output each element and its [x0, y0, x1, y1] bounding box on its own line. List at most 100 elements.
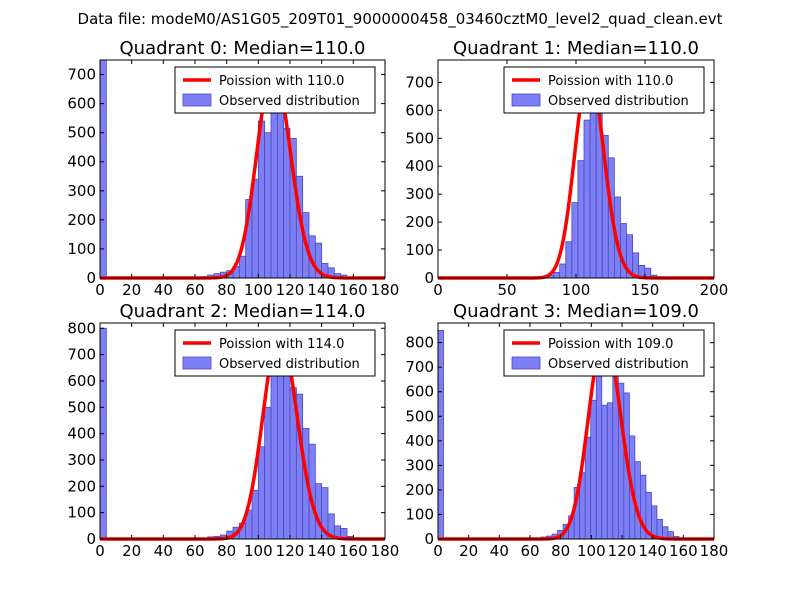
y-tick-label: 700 [67, 346, 96, 364]
x-tick-label: 200 [700, 281, 729, 299]
x-tick-label: 140 [307, 281, 336, 299]
x-tick-label: 120 [608, 542, 637, 560]
histogram-bar [264, 132, 272, 279]
y-tick-label: 400 [405, 432, 434, 450]
legend-label-poisson: Poission with 110.0 [219, 74, 344, 89]
figure-suptitle: Data file: modeM0/AS1G05_209T01_90000004… [78, 10, 723, 29]
x-tick-label: 180 [371, 542, 400, 560]
legend-label-poisson: Poission with 110.0 [548, 74, 673, 89]
x-tick-label: 150 [631, 281, 660, 299]
legend-label-observed: Observed distribution [548, 94, 689, 109]
y-tick-label: 500 [405, 129, 434, 147]
x-tick-label: 0 [433, 542, 443, 560]
histogram-bar [577, 160, 585, 279]
y-tick-label: 600 [67, 372, 96, 390]
histogram-bar [553, 272, 561, 279]
histogram-bar-zero [437, 329, 444, 540]
subplot-quadrant-0: 0 20 40 60 80 100 120 140 160 1800100200300400500… [67, 38, 399, 299]
y-tick-label: 700 [405, 358, 434, 376]
axes-frame [99, 59, 386, 279]
x-tick-label: 120 [276, 281, 305, 299]
histogram-bar [270, 359, 278, 540]
x-tick-label: 20 [122, 542, 141, 560]
x-tick-label: 60 [185, 281, 204, 299]
y-tick-label: 100 [67, 504, 96, 522]
histogram-bar [606, 402, 614, 540]
subplot-quadrant-2: 0 20 40 60 80 100 120 140 160 1800100200300400500… [67, 301, 399, 560]
histogram-bar [276, 111, 285, 279]
legend-bar-swatch [511, 93, 541, 107]
histogram-bar [584, 436, 592, 540]
x-tick-label: 160 [669, 542, 698, 560]
legend-bar-swatch [182, 356, 212, 370]
legend-label-poisson: Poission with 109.0 [548, 337, 673, 352]
y-tick-label: 600 [405, 101, 434, 119]
axes-frame [437, 322, 715, 540]
histogram-bar [283, 370, 291, 540]
legend-bar-swatch [182, 93, 212, 107]
x-tick-label: 0 [433, 281, 443, 299]
y-tick-label: 300 [405, 185, 434, 203]
x-tick-label: 160 [339, 542, 368, 560]
x-tick-label: 60 [185, 542, 204, 560]
y-tick-label: 200 [405, 481, 434, 499]
y-tick-label: 400 [67, 425, 96, 443]
x-tick-label: 180 [700, 542, 729, 560]
y-tick-label: 200 [405, 213, 434, 231]
y-tick-label: 500 [67, 398, 96, 416]
y-tick-label: 0 [424, 269, 434, 287]
x-tick-label: 0 [95, 542, 105, 560]
subplots-container: 0 20 40 60 80 100 120 140 160 1800100200300400500… [67, 38, 728, 560]
x-tick-label: 100 [244, 542, 273, 560]
y-tick-label: 100 [405, 505, 434, 523]
x-tick-label: 50 [497, 281, 516, 299]
histogram-bar [571, 202, 579, 279]
y-tick-label: 700 [67, 66, 96, 84]
legend-label-poisson: Poission with 114.0 [219, 337, 344, 352]
legend-label-observed: Observed distribution [548, 357, 689, 372]
histogram-bar [583, 119, 591, 279]
x-tick-label: 140 [638, 542, 667, 560]
y-tick-label: 500 [67, 124, 96, 142]
legend: Poission with 109.0 Observed distribution [503, 329, 705, 377]
histogram-bar [238, 255, 247, 279]
x-tick-label: 160 [339, 281, 368, 299]
legend-bar-swatch [511, 356, 541, 370]
axes-frame [99, 322, 386, 540]
x-tick-label: 120 [276, 542, 305, 560]
x-tick-label: 40 [154, 542, 173, 560]
histogram-bar [559, 263, 567, 279]
subplot-title: Quadrant 3: Median=109.0 [453, 301, 699, 322]
x-tick-label: 80 [217, 542, 236, 560]
histogram-bar [251, 489, 259, 540]
histogram-bar [590, 399, 597, 540]
y-tick-label: 0 [86, 269, 96, 287]
x-tick-label: 80 [217, 281, 236, 299]
subplot-title: Quadrant 2: Median=114.0 [120, 301, 366, 322]
x-tick-label: 60 [520, 542, 539, 560]
y-tick-label: 300 [405, 456, 434, 474]
y-tick-label: 300 [67, 451, 96, 469]
y-tick-label: 300 [67, 182, 96, 200]
x-tick-label: 0 [95, 281, 105, 299]
y-tick-label: 0 [86, 530, 96, 548]
x-tick-label: 180 [371, 281, 400, 299]
y-tick-label: 0 [424, 530, 434, 548]
histogram-bar [270, 109, 278, 279]
legend-label-observed: Observed distribution [219, 94, 360, 109]
histogram-bar [257, 446, 266, 540]
y-tick-label: 500 [405, 407, 434, 425]
x-tick-label: 20 [459, 542, 478, 560]
y-tick-label: 100 [405, 241, 434, 259]
x-tick-label: 80 [551, 542, 570, 560]
y-tick-label: 200 [67, 211, 96, 229]
legend-label-observed: Observed distribution [219, 357, 360, 372]
x-tick-label: 20 [122, 281, 141, 299]
legend: Poission with 110.0 Observed distribution [174, 66, 376, 114]
x-tick-label: 40 [490, 542, 509, 560]
y-tick-label: 100 [67, 240, 96, 258]
y-tick-label: 800 [405, 334, 434, 352]
y-tick-label: 200 [67, 477, 96, 495]
histogram-bar-zero [99, 59, 107, 279]
x-tick-label: 100 [577, 542, 606, 560]
